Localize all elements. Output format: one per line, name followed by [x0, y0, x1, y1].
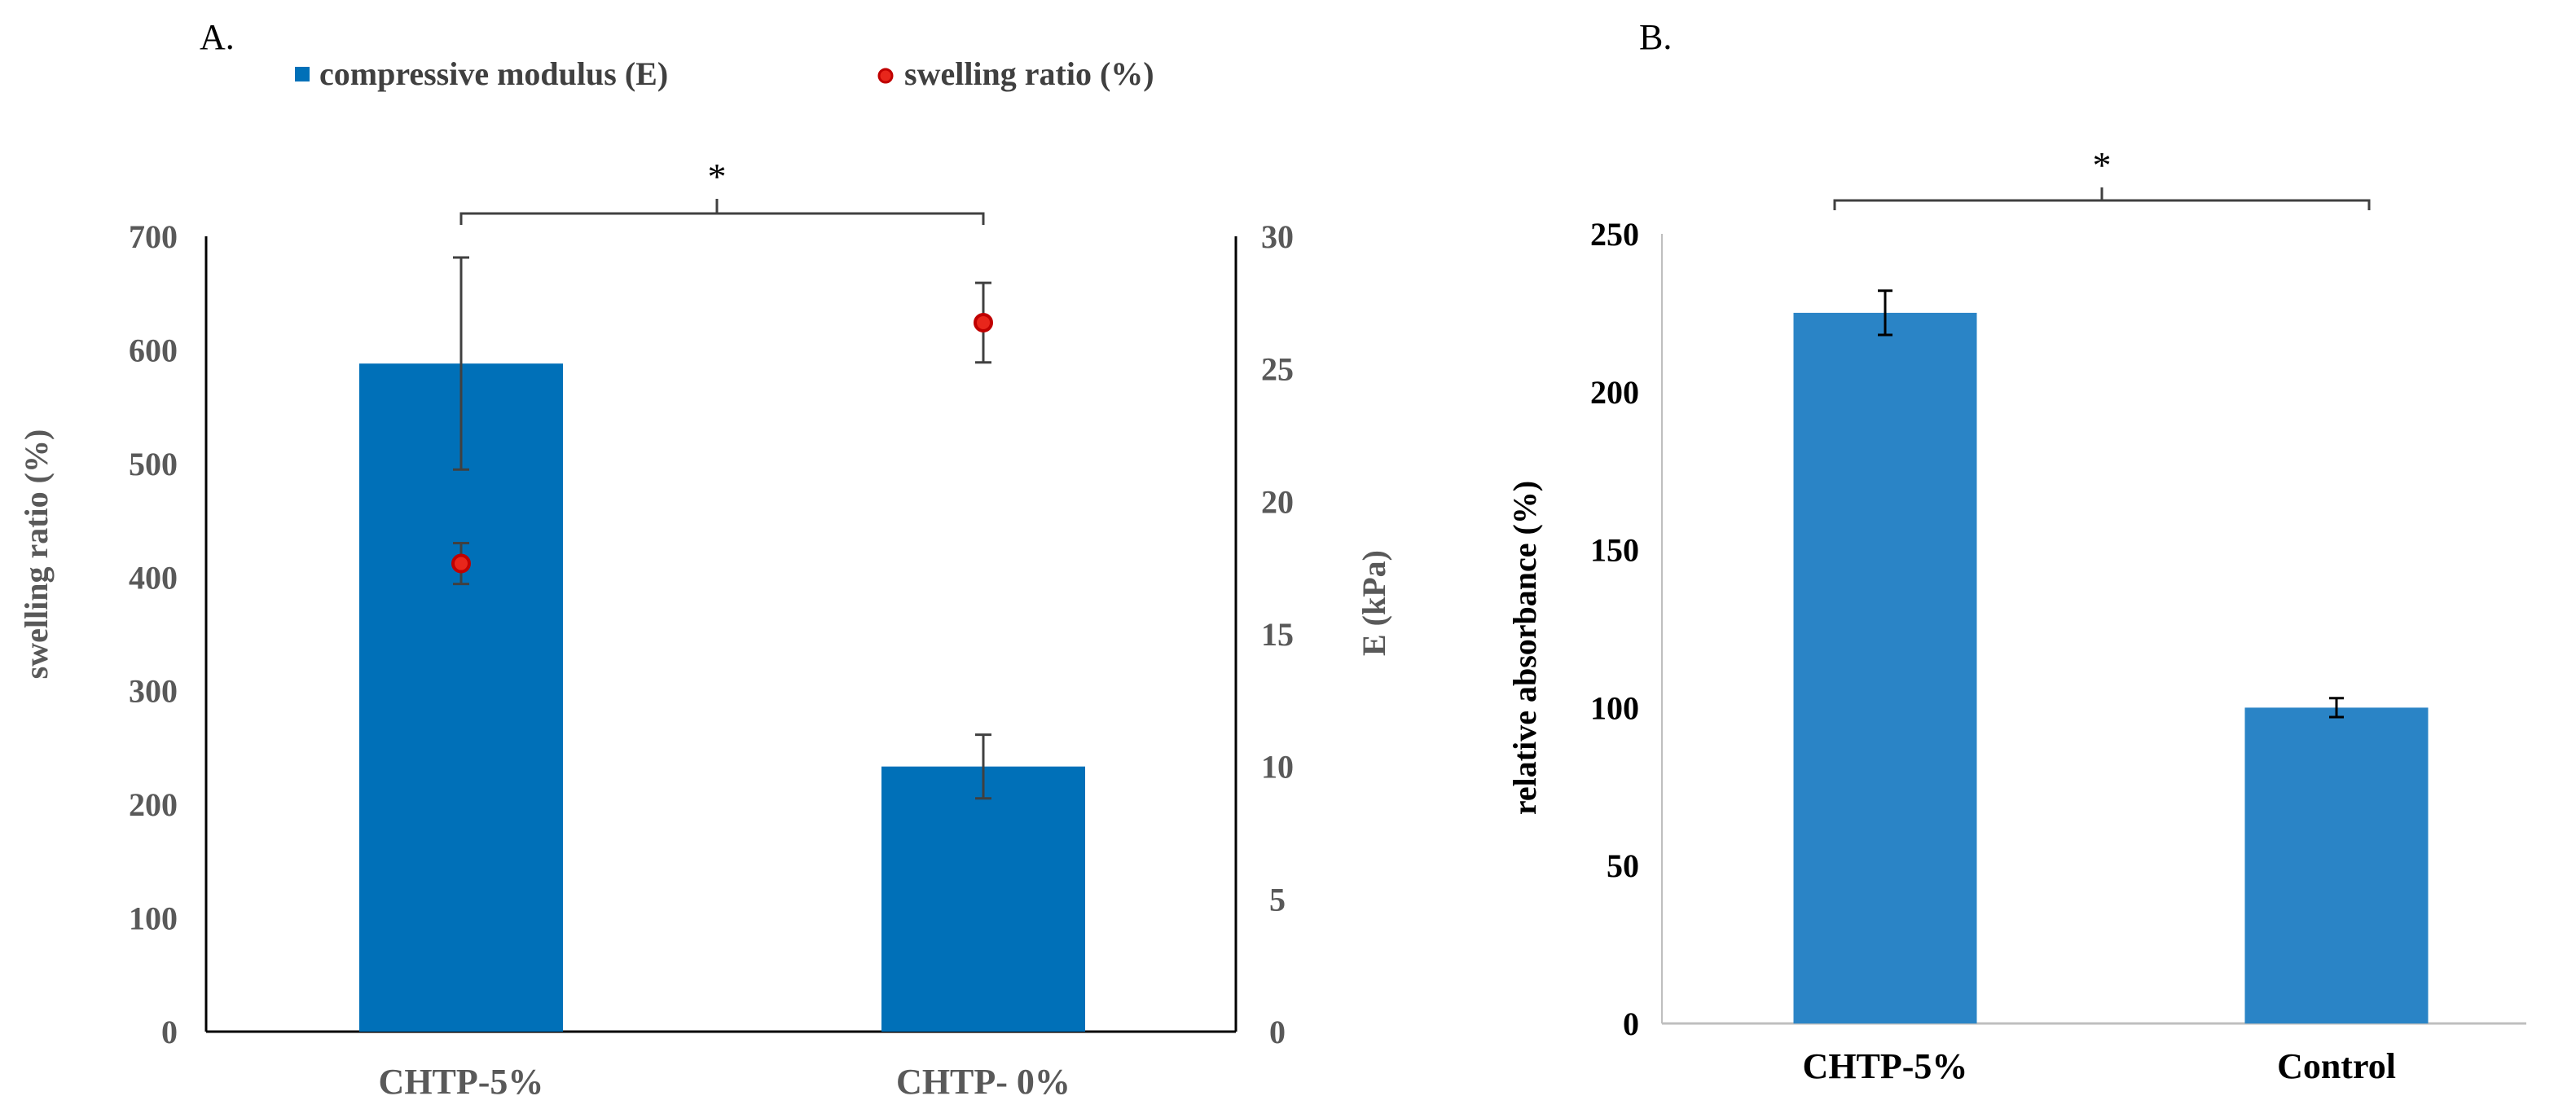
panel-a-left-tick-label: 700: [129, 218, 178, 255]
panel-b-bar-error-control: [2329, 697, 2344, 719]
panel-b-label: B.: [1639, 17, 1672, 57]
panel-b-significance-bracket: [1833, 187, 2371, 210]
panel-a-point-chtp-5: [451, 553, 471, 574]
panel-a-significance-star: *: [708, 156, 727, 197]
panel-a-left-tick-labels: 0 100 200 300 400 500 600 700: [129, 218, 178, 1050]
panel-a-legend: compressive modulus (E) swelling ratio (…: [295, 55, 1154, 92]
panel-b-y-axis-title: relative absorbance (%): [1506, 481, 1543, 815]
panel-a-category-label: CHTP- 0%: [896, 1062, 1070, 1102]
panel-a-right-tick-labels: 0 5 10 15 20 25 30: [1261, 218, 1294, 1050]
panel-a-right-axis-title: E (kPa): [1356, 550, 1392, 656]
panel-b-significance-star: *: [2093, 144, 2112, 186]
panel-a-bar-error-chtp-5: [453, 256, 469, 471]
panel-b-category-label: Control: [2277, 1046, 2396, 1086]
panel-b-bar-error-chtp-5: [1878, 289, 1892, 337]
panel-a-right-tick-label: 20: [1261, 483, 1294, 520]
panel-b-tick-label: 0: [1623, 1006, 1639, 1042]
panel-a-right-tick-label: 25: [1261, 351, 1294, 388]
panel-a-left-tick-label: 400: [129, 559, 178, 596]
panel-a-left-axis-title: swelling ratio (%): [18, 429, 55, 680]
panel-b-bar-chtp-5: [1793, 312, 1977, 1023]
panel-b-tick-labels: 0 50 100 150 200 250: [1590, 216, 1639, 1042]
panel-a-bar-chtp-5: [359, 363, 563, 1032]
panel-a-point-chtp-0: [974, 312, 993, 332]
panel-b-tick-label: 200: [1590, 374, 1639, 411]
panel-a: A. compressive modulus (E) swelling rati…: [18, 17, 1392, 1102]
legend-bar-label: compressive modulus (E): [319, 55, 668, 92]
panel-a-right-tick-label: 10: [1261, 749, 1294, 786]
panel-a-right-tick-label: 15: [1261, 616, 1294, 653]
panel-a-bar-chtp-0: [881, 766, 1085, 1032]
panel-a-bar-error-chtp-0: [975, 733, 991, 800]
panel-a-right-tick-label: 0: [1269, 1014, 1286, 1050]
legend-dot-swatch: [877, 68, 894, 84]
panel-a-right-tick-label: 30: [1261, 218, 1294, 255]
panel-a-category-label: CHTP-5%: [379, 1062, 544, 1102]
panel-b-tick-label: 50: [1607, 847, 1639, 884]
panel-b-tick-label: 100: [1590, 689, 1639, 726]
panel-a-left-tick-label: 100: [129, 900, 178, 937]
panel-a-significance-bracket: [459, 199, 985, 225]
panel-a-left-tick-label: 200: [129, 786, 178, 823]
panel-b-bar-control: [2244, 707, 2429, 1023]
panel-b-category-label: CHTP-5%: [1803, 1046, 1968, 1086]
panel-a-left-tick-label: 600: [129, 332, 178, 368]
legend-bar-swatch: [295, 67, 310, 81]
panel-a-left-tick-label: 300: [129, 673, 178, 710]
panel-b-tick-label: 250: [1590, 216, 1639, 253]
panel-b-tick-label: 150: [1590, 532, 1639, 569]
legend-dot-label: swelling ratio (%): [904, 55, 1154, 92]
panel-a-left-tick-label: 0: [161, 1014, 178, 1050]
panel-a-label: A.: [200, 17, 235, 57]
panel-a-right-tick-label: 5: [1269, 881, 1286, 918]
panel-a-left-tick-label: 500: [129, 446, 178, 482]
panel-b: B. * 0 50 100 150 200 250 CHTP-5% Control rel…: [1506, 17, 2526, 1086]
